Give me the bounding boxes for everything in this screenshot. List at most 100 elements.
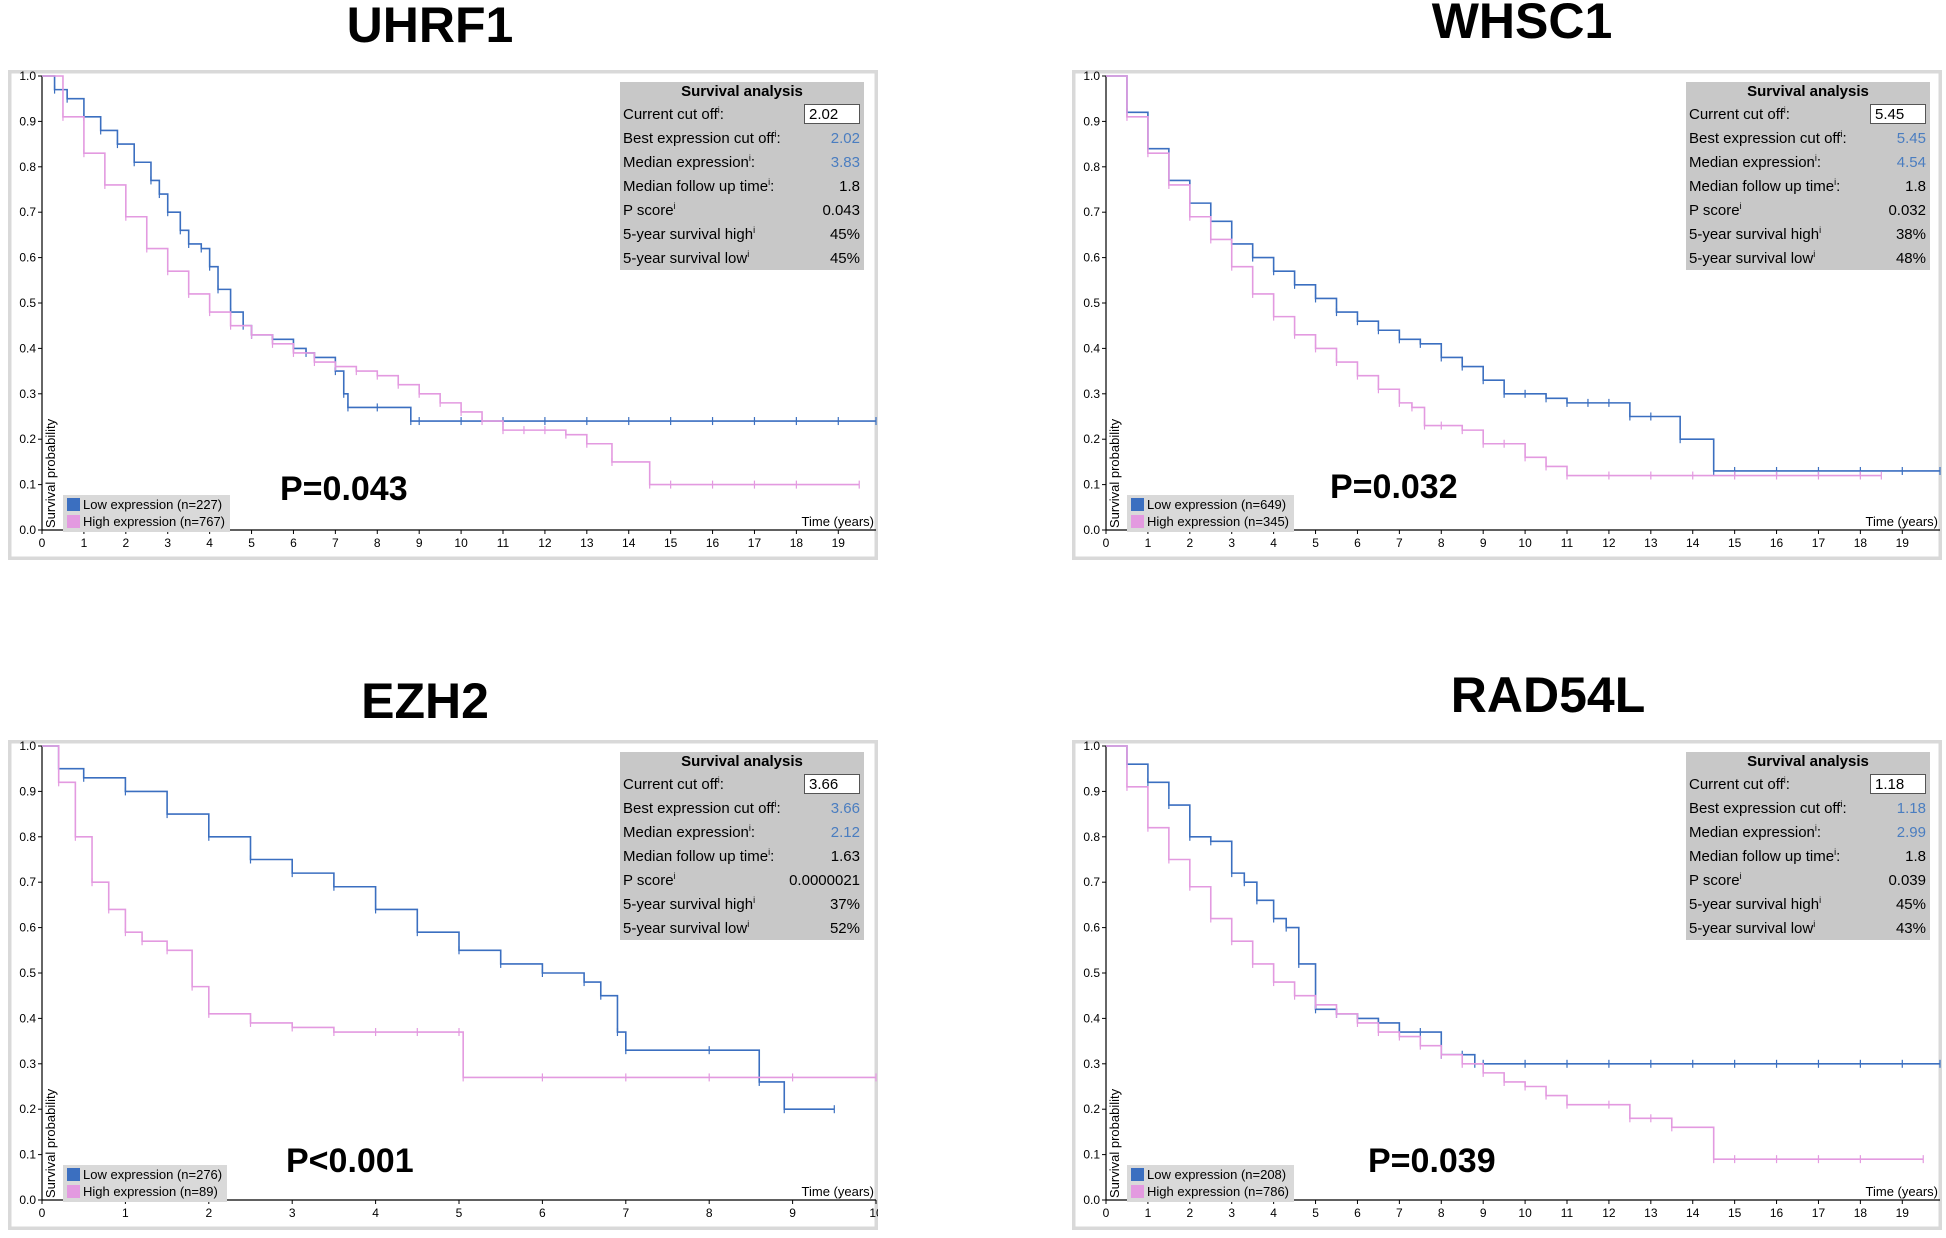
- stat-row-surv-high: 5-year survival highi 37%: [620, 892, 864, 916]
- stat-value-best-cutoff[interactable]: 1.18: [1896, 799, 1926, 817]
- y-tick-label: 0.9: [1083, 784, 1100, 798]
- stat-row-surv-low: 5-year survival lowi 43%: [1686, 916, 1930, 940]
- stat-row-median-followup: Median follow up timei: 1.63: [620, 844, 864, 868]
- x-tick-label: 16: [706, 536, 720, 550]
- stat-value-best-cutoff[interactable]: 2.02: [830, 129, 860, 147]
- x-tick-label: 13: [1644, 536, 1658, 550]
- survival-analysis-box: Survival analysis Current cut offi: 2.02 Be…: [620, 82, 864, 270]
- y-tick-label: 0.5: [19, 966, 36, 980]
- p-value-label: P=0.032: [1330, 468, 1458, 506]
- stat-label: Current cut offi:: [1689, 105, 1790, 123]
- x-tick-label: 0: [39, 536, 46, 550]
- survival-panel-rad54l: 0.0 0.1 0.2 0.3 0.4 0.5 0.6 0.7 0.8 0.9 1.0 0 1 2 3 4 5 6…: [1072, 740, 1942, 1230]
- info-icon[interactable]: i: [768, 847, 771, 857]
- y-tick-label: 0.3: [1083, 387, 1100, 401]
- stat-label: Median follow up timei:: [623, 847, 775, 865]
- stat-row-surv-low: 5-year survival lowi 48%: [1686, 246, 1930, 270]
- info-icon[interactable]: i: [1814, 823, 1817, 833]
- stat-value-median-expression[interactable]: 2.12: [830, 823, 860, 841]
- legend-high: High expression (n=345): [1131, 513, 1289, 530]
- info-icon[interactable]: i: [1819, 895, 1822, 905]
- info-icon[interactable]: i: [753, 895, 756, 905]
- stat-value-median-expression[interactable]: 3.83: [830, 153, 860, 171]
- info-icon[interactable]: i: [673, 201, 676, 211]
- legend-label: High expression (n=786): [1147, 1184, 1289, 1199]
- y-tick-label: 0.1: [19, 1148, 36, 1162]
- info-icon[interactable]: i: [747, 249, 750, 259]
- stat-value-median-expression[interactable]: 2.99: [1896, 823, 1926, 841]
- stat-label: 5-year survival highi: [623, 895, 756, 913]
- survival-analysis-title: Survival analysis: [1747, 753, 1869, 770]
- x-tick-label: 2: [1186, 536, 1193, 550]
- info-icon[interactable]: i: [1840, 129, 1843, 139]
- info-icon[interactable]: i: [774, 129, 777, 139]
- legend-low: Low expression (n=227): [67, 496, 225, 513]
- info-icon[interactable]: i: [1783, 775, 1786, 785]
- info-icon[interactable]: i: [1840, 799, 1843, 809]
- cutoff-input[interactable]: 5.45: [1870, 104, 1926, 124]
- stat-value-p-score: 0.0000021: [789, 871, 860, 889]
- chart-title-ezh2: EZH2: [361, 673, 489, 729]
- x-tick-label: 6: [539, 1206, 546, 1220]
- x-tick-label: 19: [832, 536, 846, 550]
- info-icon[interactable]: i: [748, 153, 751, 163]
- y-tick-label: 0.8: [1083, 830, 1100, 844]
- x-tick-label: 8: [706, 1206, 713, 1220]
- legend-swatch: [67, 515, 80, 528]
- info-icon[interactable]: i: [768, 177, 771, 187]
- legend-swatch: [1131, 1168, 1144, 1181]
- x-tick-label: 14: [1686, 1206, 1700, 1220]
- cutoff-input[interactable]: 3.66: [804, 774, 860, 794]
- info-icon[interactable]: i: [1783, 105, 1786, 115]
- legend-high: High expression (n=786): [1131, 1183, 1289, 1200]
- x-tick-label: 17: [1812, 536, 1826, 550]
- x-tick-label: 12: [538, 536, 552, 550]
- x-tick-label: 13: [1644, 1206, 1658, 1220]
- legend-label: Low expression (n=227): [83, 497, 223, 512]
- cutoff-input[interactable]: 1.18: [1870, 774, 1926, 794]
- info-icon[interactable]: i: [673, 871, 676, 881]
- y-tick-label: 0.0: [19, 523, 36, 537]
- y-axis-label: Survival probability: [43, 1088, 58, 1198]
- stat-value-best-cutoff[interactable]: 3.66: [830, 799, 860, 817]
- stat-row-median-followup: Median follow up timei: 1.8: [1686, 844, 1930, 868]
- y-tick-label: 0.0: [19, 1193, 36, 1207]
- stat-label: P scorei: [1689, 871, 1742, 889]
- x-tick-label: 18: [790, 536, 804, 550]
- info-icon[interactable]: i: [748, 823, 751, 833]
- x-tick-label: 1: [1145, 536, 1152, 550]
- info-icon[interactable]: i: [747, 919, 750, 929]
- stat-value-median-expression[interactable]: 4.54: [1896, 153, 1926, 171]
- stat-value-median-followup: 1.8: [1905, 177, 1926, 195]
- y-tick-label: 0.6: [19, 921, 36, 935]
- info-icon[interactable]: i: [1819, 225, 1822, 235]
- y-tick-label: 0.1: [19, 478, 36, 492]
- stat-value-p-score: 0.043: [822, 201, 860, 219]
- info-icon[interactable]: i: [753, 225, 756, 235]
- info-icon[interactable]: i: [1739, 871, 1742, 881]
- x-tick-label: 4: [1270, 536, 1277, 550]
- info-icon[interactable]: i: [1834, 177, 1837, 187]
- stat-row-p-score: P scorei 0.032: [1686, 198, 1930, 222]
- info-icon[interactable]: i: [774, 799, 777, 809]
- info-icon[interactable]: i: [717, 775, 720, 785]
- y-tick-label: 0.2: [19, 432, 36, 446]
- survival-analysis-title: Survival analysis: [1747, 83, 1869, 100]
- x-tick-label: 0: [1103, 536, 1110, 550]
- y-tick-label: 0.7: [1083, 875, 1100, 889]
- stat-label: P scorei: [623, 871, 676, 889]
- info-icon[interactable]: i: [1834, 847, 1837, 857]
- x-tick-label: 11: [1561, 536, 1574, 550]
- info-icon[interactable]: i: [1813, 249, 1816, 259]
- y-tick-label: 0.6: [1083, 251, 1100, 265]
- info-icon[interactable]: i: [1813, 919, 1816, 929]
- info-icon[interactable]: i: [1814, 153, 1817, 163]
- x-tick-label: 15: [1728, 1206, 1742, 1220]
- x-tick-label: 19: [1896, 1206, 1910, 1220]
- x-tick-label: 15: [664, 536, 678, 550]
- info-icon[interactable]: i: [717, 105, 720, 115]
- cutoff-input[interactable]: 2.02: [804, 104, 860, 124]
- y-axis-label: Survival probability: [1107, 418, 1122, 528]
- info-icon[interactable]: i: [1739, 201, 1742, 211]
- stat-value-best-cutoff[interactable]: 5.45: [1896, 129, 1926, 147]
